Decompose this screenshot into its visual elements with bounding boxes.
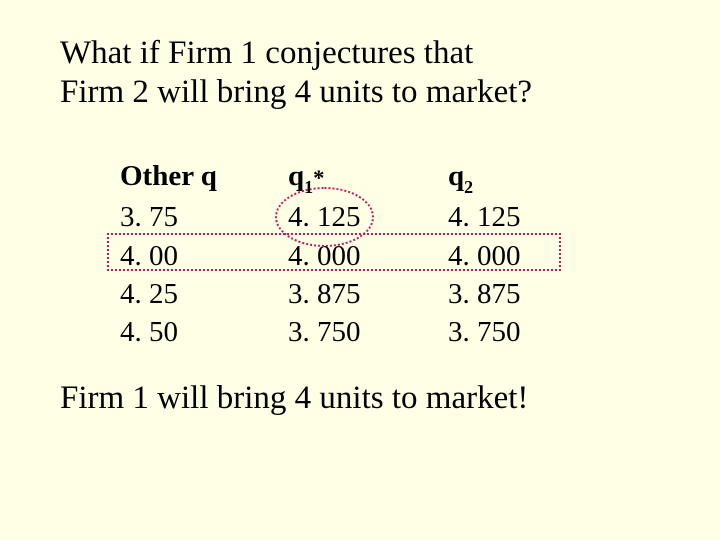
data-table: Other q q1* q2 3. 75 4. 125 4. 125 4. 00… xyxy=(120,158,578,352)
header-q1-base: q xyxy=(288,160,304,192)
table-row: 4. 50 3. 750 3. 750 xyxy=(120,314,578,352)
cell: 3. 750 xyxy=(288,314,448,352)
header-q2: q2 xyxy=(448,158,578,199)
header-q2-base: q xyxy=(448,160,464,192)
header-other-q: Other q xyxy=(120,158,288,199)
cell: 4. 000 xyxy=(288,238,448,276)
title-line-2: Firm 2 will bring 4 units to market? xyxy=(60,74,532,110)
slide-title: What if Firm 1 conjectures that Firm 2 w… xyxy=(60,34,660,112)
cell: 4. 125 xyxy=(288,199,448,237)
table-row: 4. 25 3. 875 3. 875 xyxy=(120,276,578,314)
header-q1star: q1* xyxy=(288,158,448,199)
header-q2-sub: 2 xyxy=(464,177,473,197)
slide: What if Firm 1 conjectures that Firm 2 w… xyxy=(0,0,720,540)
header-q1-star: * xyxy=(313,165,324,190)
cell: 3. 875 xyxy=(288,276,448,314)
table-row: 3. 75 4. 125 4. 125 xyxy=(120,199,578,237)
cell: 4. 50 xyxy=(120,314,288,352)
title-line-1: What if Firm 1 conjectures that xyxy=(60,35,473,71)
cell: 3. 875 xyxy=(448,276,578,314)
cell: 4. 00 xyxy=(120,238,288,276)
header-q1-sub: 1 xyxy=(304,177,313,197)
table-header-row: Other q q1* q2 xyxy=(120,158,578,199)
cell: 3. 75 xyxy=(120,199,288,237)
cell: 4. 125 xyxy=(448,199,578,237)
data-table-wrap: Other q q1* q2 3. 75 4. 125 4. 125 4. 00… xyxy=(120,158,578,352)
cell: 4. 25 xyxy=(120,276,288,314)
cell: 3. 750 xyxy=(448,314,578,352)
table-row: 4. 00 4. 000 4. 000 xyxy=(120,238,578,276)
cell: 4. 000 xyxy=(448,238,578,276)
conclusion-text: Firm 1 will bring 4 units to market! xyxy=(60,380,528,417)
